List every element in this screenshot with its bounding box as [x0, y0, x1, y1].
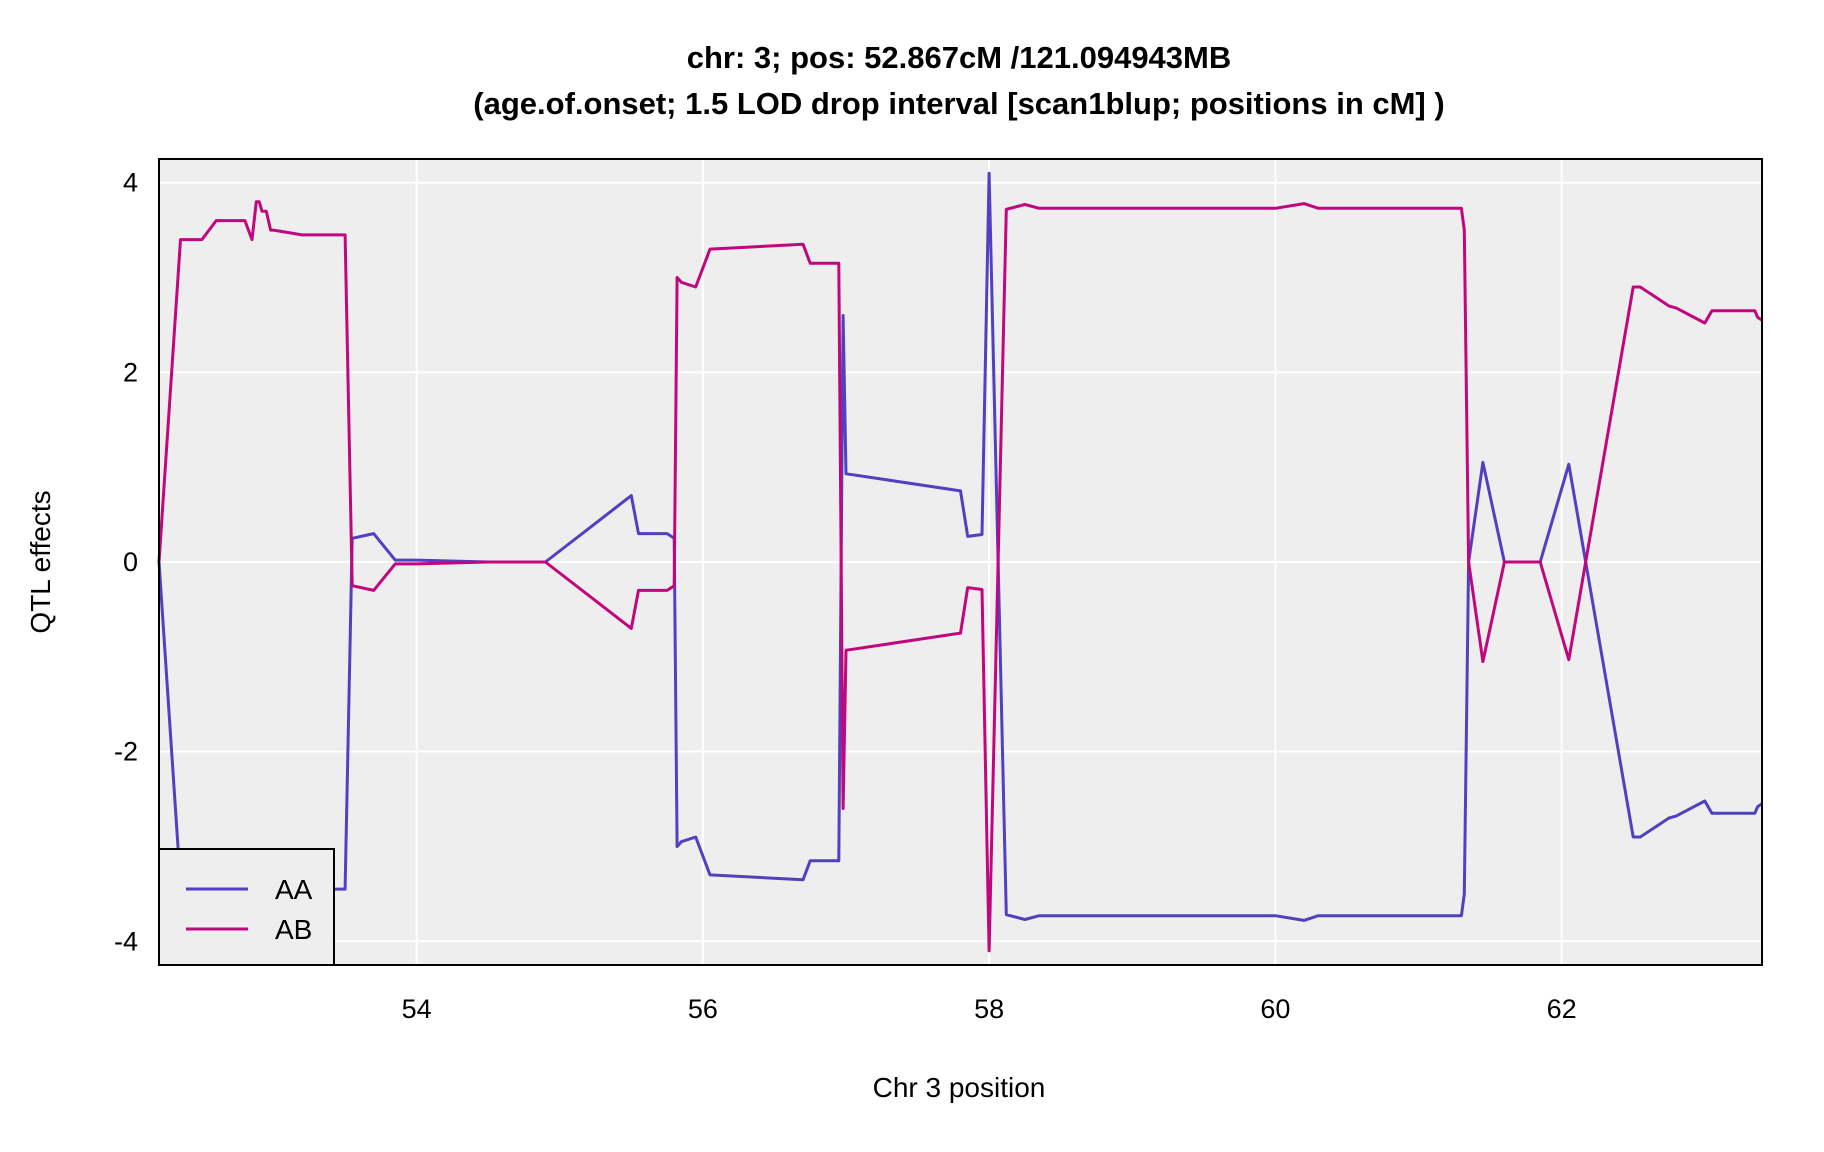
x-tick-label: 56: [688, 994, 718, 1024]
x-tick-label: 60: [1260, 994, 1290, 1024]
x-tick-label: 62: [1547, 994, 1577, 1024]
legend-label-aa: AA: [275, 874, 313, 905]
y-axis: -4 -2 0 2 4: [114, 168, 138, 957]
y-tick-label: 2: [123, 357, 138, 387]
x-axis: 54 56 58 60 62: [402, 994, 1577, 1024]
y-axis-label: QTL effects: [25, 490, 56, 633]
chart-subtitle: (age.of.onset; 1.5 LOD drop interval [sc…: [473, 86, 1444, 121]
plot-frame: [158, 158, 1763, 966]
legend: AA AB: [158, 848, 335, 966]
x-axis-label: Chr 3 position: [873, 1072, 1046, 1103]
y-tick-label: -2: [114, 737, 138, 767]
x-tick-label: 58: [974, 994, 1004, 1024]
y-tick-label: 4: [123, 168, 138, 198]
grid-lines: [159, 159, 1762, 965]
x-tick-label: 54: [402, 994, 432, 1024]
chart-title: chr: 3; pos: 52.867cM /121.094943MB: [687, 40, 1232, 75]
y-tick-label: -4: [114, 926, 138, 956]
series-line-ab: [157, 200, 1763, 953]
legend-box: [158, 848, 335, 966]
legend-label-ab: AB: [275, 914, 312, 945]
y-tick-label: 0: [123, 547, 138, 577]
